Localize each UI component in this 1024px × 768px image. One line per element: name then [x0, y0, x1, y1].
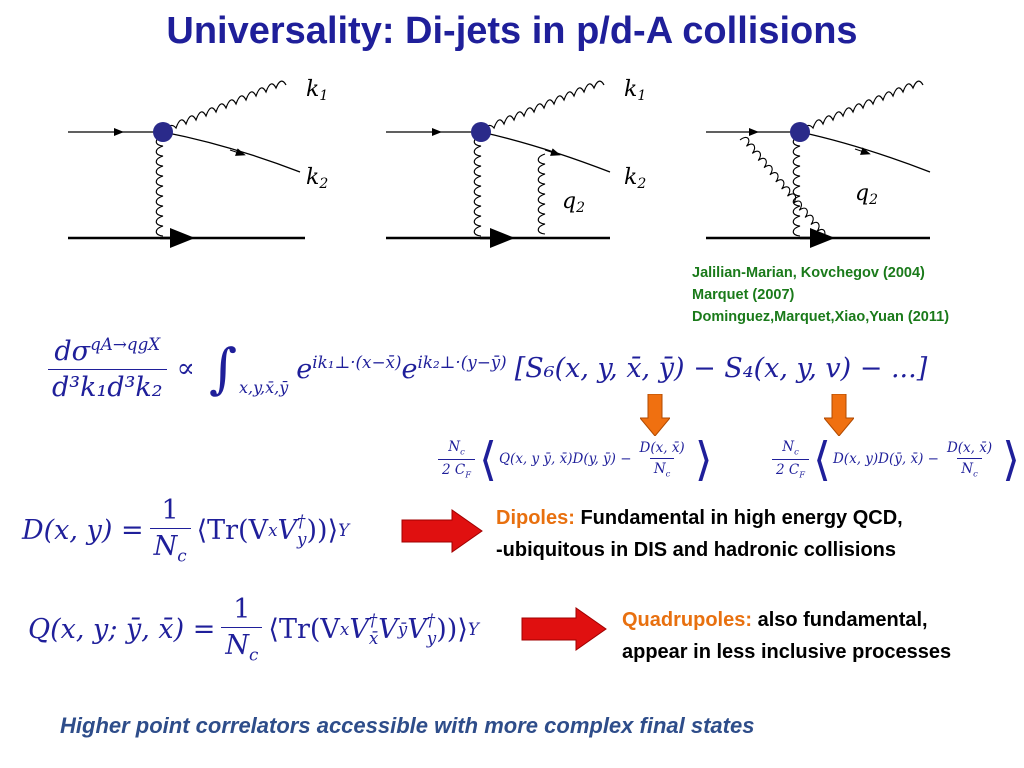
label-q2-diagram-3: q2	[855, 181, 878, 208]
right-angle: ⟩	[1002, 432, 1021, 486]
slide-title: Universality: Di-jets in p/d-A collision…	[166, 10, 858, 52]
cross-section-fraction: dσqA→qgX d³k₁d³k₂	[48, 334, 167, 403]
vertex-blob-3	[790, 122, 810, 142]
s4-expansion: Nc 2 CF ⟨ D(x, y)D(ȳ, x̄) − D(x, x̄) Nc …	[770, 436, 1022, 482]
cross-section-equation: dσqA→qgX d³k₁d³k₂ ∝ ∫ x,y,x̄,ȳ eik₁⊥·(x−…	[42, 334, 927, 403]
left-angle: ⟨	[479, 432, 497, 486]
diagram-2	[386, 80, 611, 248]
reference-2: Marquet (2007)	[692, 287, 795, 303]
right-angle: ⟩	[694, 432, 713, 486]
label-k2-diagram-2: k2	[624, 165, 646, 192]
diagram-1	[68, 80, 305, 248]
dipoles-label: Dipoles:	[496, 507, 575, 529]
red-arrow-quadrupoles	[521, 607, 607, 651]
dipole-equation: D(x, y) = 1 Nc ⟨Tr(V x V † y )) ⟩ Y	[22, 495, 350, 566]
correlator-bracket: [S₆(x, y, x̄, ȳ) − S₄(x, y, v) − ...]	[514, 353, 928, 384]
exponential-2: eik₂⊥·(y−ȳ)	[401, 352, 507, 385]
diagram-3	[706, 80, 931, 248]
integral-sign: ∫	[208, 336, 238, 400]
label-q2-diagram-2: q2	[562, 189, 585, 216]
integral-limits: x,y,x̄,ȳ	[239, 378, 289, 397]
red-arrow-dipoles	[401, 509, 483, 553]
quadrupoles-label: Quadrupoles:	[622, 609, 753, 631]
orange-arrow-s6	[640, 394, 670, 436]
exponential-1: eik₁⊥·(x−x̄)	[296, 352, 402, 385]
dipoles-note: Dipoles: Fundamental in high energy QCD,…	[496, 507, 903, 561]
left-angle: ⟨	[813, 432, 831, 486]
references: Jalilian-Marian, Kovchegov (2004) Marque…	[692, 262, 949, 328]
footer-statement: Higher point correlators accessible with…	[60, 713, 755, 738]
label-k2-diagram-1: k2	[306, 165, 328, 192]
label-k1-diagram-2: k1	[624, 77, 646, 104]
feynman-diagrams: k1 k2 k1 k2 q2 q2	[68, 77, 931, 248]
label-k1-diagram-1: k1	[306, 77, 328, 104]
vertex-blob-1	[153, 122, 173, 142]
orange-arrow-s4	[824, 394, 854, 436]
vertex-blob-2	[471, 122, 491, 142]
reference-3: Dominguez,Marquet,Xiao,Yuan (2011)	[692, 309, 950, 325]
s6-expansion: Nc 2 CF ⟨ Q(x, y ȳ, x̄)D(y, ȳ) − D(x, x̄…	[436, 436, 715, 482]
quadrupoles-note: Quadrupoles: also fundamental, appear in…	[622, 609, 952, 663]
reference-1: Jalilian-Marian, Kovchegov (2004)	[692, 265, 925, 281]
